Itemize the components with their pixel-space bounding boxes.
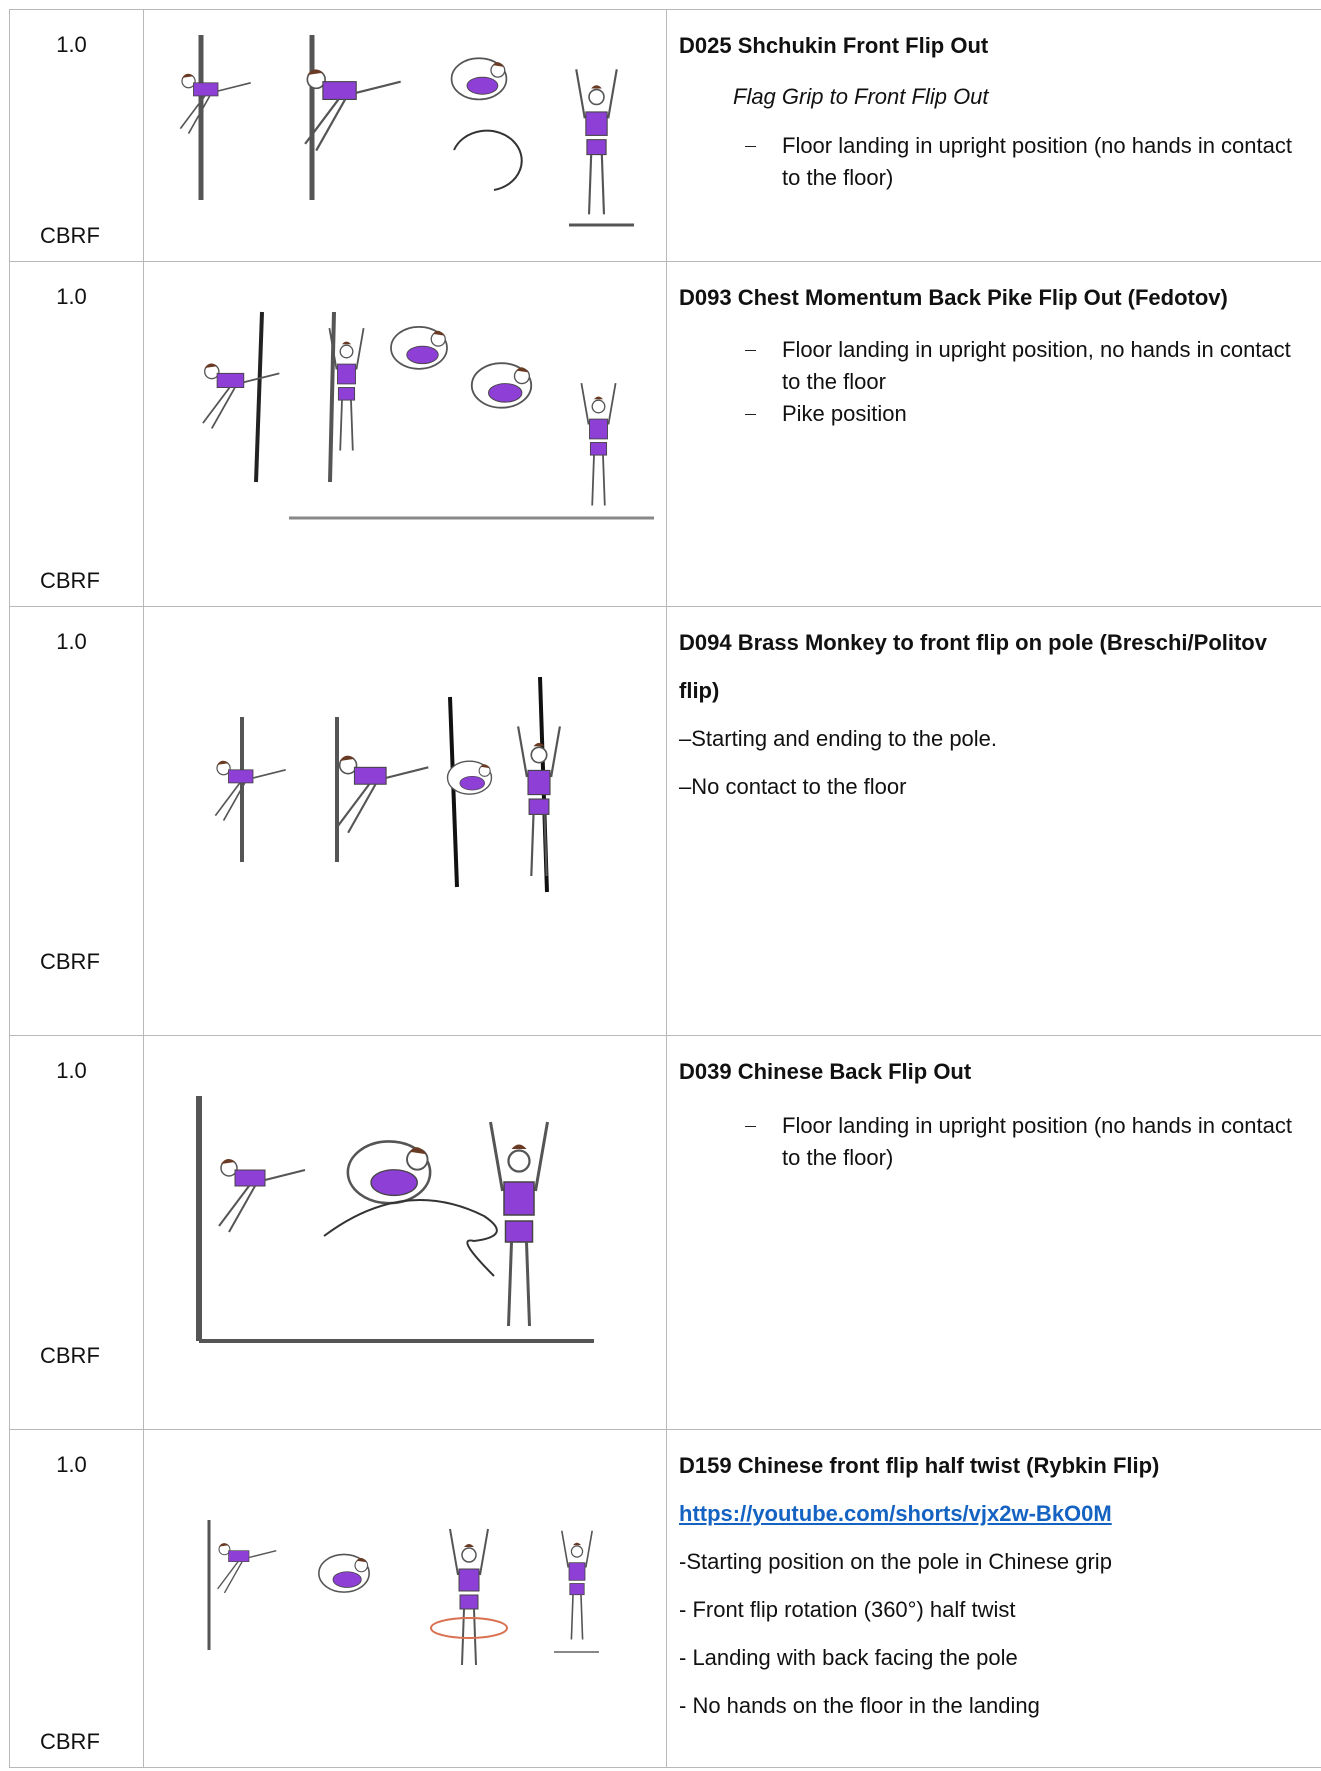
code: CBRF (40, 568, 100, 593)
value: 1.0 (56, 1452, 87, 1477)
description-cell: D094 Brass Monkey to front flip on pole … (666, 606, 1321, 1036)
video-link[interactable]: https://youtube.com/shorts/vjx2w-BkO0M (679, 1501, 1112, 1526)
value: 1.0 (56, 32, 87, 57)
element-title: D159 Chinese front flip half twist (Rybk… (679, 1453, 1160, 1478)
text-line: –No contact to the floor (679, 774, 907, 799)
code: CBRF (40, 949, 100, 974)
text-line: -Starting position on the pole in Chines… (679, 1549, 1112, 1574)
illustration-cell (143, 9, 667, 262)
description-cell: D159 Chinese front flip half twist (Rybk… (666, 1429, 1321, 1768)
text-line: - Front flip rotation (360°) half twist (679, 1597, 1016, 1622)
row: 1.0 CBRF D039 Chinese Back Flip Out Floor… (9, 1035, 1321, 1430)
illustration (196, 1096, 594, 1343)
element-title: D093 Chest Momentum Back Pike Flip Out (… (679, 285, 1228, 310)
value: 1.0 (56, 1058, 87, 1083)
element-title: D025 Shchukin Front Flip Out (679, 33, 989, 58)
bullet: Pike position (679, 398, 1312, 430)
description-cell: D025 Shchukin Front Flip Out Flag Grip t… (666, 9, 1321, 262)
bullet: Floor landing in upright position (no ha… (679, 1110, 1312, 1174)
row: 1.0 CBRF D025 Shchukin Front Flip Out Fla… (9, 9, 1321, 262)
bullet: Floor landing in upright position (no ha… (679, 130, 1312, 194)
row: 1.0 CBRF D159 Chinese front flip half twi… (9, 1429, 1321, 1768)
element-title: D094 Brass Monkey to front flip on pole … (679, 630, 1267, 703)
illustration-cell (143, 261, 667, 607)
row: 1.0 CBRF D093 Chest Momentum Back Pike Fl… (9, 261, 1321, 607)
code: CBRF (40, 1729, 100, 1754)
value: 1.0 (56, 284, 87, 309)
illustration-cell (143, 606, 667, 1036)
description-cell: D093 Chest Momentum Back Pike Flip Out (… (666, 261, 1321, 607)
value-cell: 1.0 CBRF (9, 261, 144, 607)
illustration (201, 311, 654, 520)
subtitle: Flag Grip to Front Flip Out (733, 84, 989, 109)
value-cell: 1.0 CBRF (9, 606, 144, 1036)
code: CBRF (40, 1343, 100, 1368)
value-cell: 1.0 CBRF (9, 9, 144, 262)
description-cell: D039 Chinese Back Flip Out Floor landing… (666, 1035, 1321, 1430)
text-line: - No hands on the floor in the landing (679, 1693, 1040, 1718)
illustration-cell (143, 1035, 667, 1430)
illustration-cell (143, 1429, 667, 1768)
text-line: - Landing with back facing the pole (679, 1645, 1018, 1670)
element-title: D039 Chinese Back Flip Out (679, 1059, 972, 1084)
illustration (179, 35, 634, 227)
row: 1.0 CBRF D094 Brass Monkey to front flip … (9, 606, 1321, 1036)
value-cell: 1.0 CBRF (9, 1429, 144, 1768)
elements-table: 1.0 CBRF D025 Shchukin Front Flip Out Fla… (9, 9, 1321, 1768)
code: CBRF (40, 223, 100, 248)
illustration (214, 676, 562, 893)
value-cell: 1.0 CBRF (9, 1035, 144, 1430)
text-line: –Starting and ending to the pole. (679, 726, 998, 751)
illustration (207, 1520, 599, 1666)
value: 1.0 (56, 629, 87, 654)
bullet: Floor landing in upright position, no ha… (679, 334, 1312, 398)
